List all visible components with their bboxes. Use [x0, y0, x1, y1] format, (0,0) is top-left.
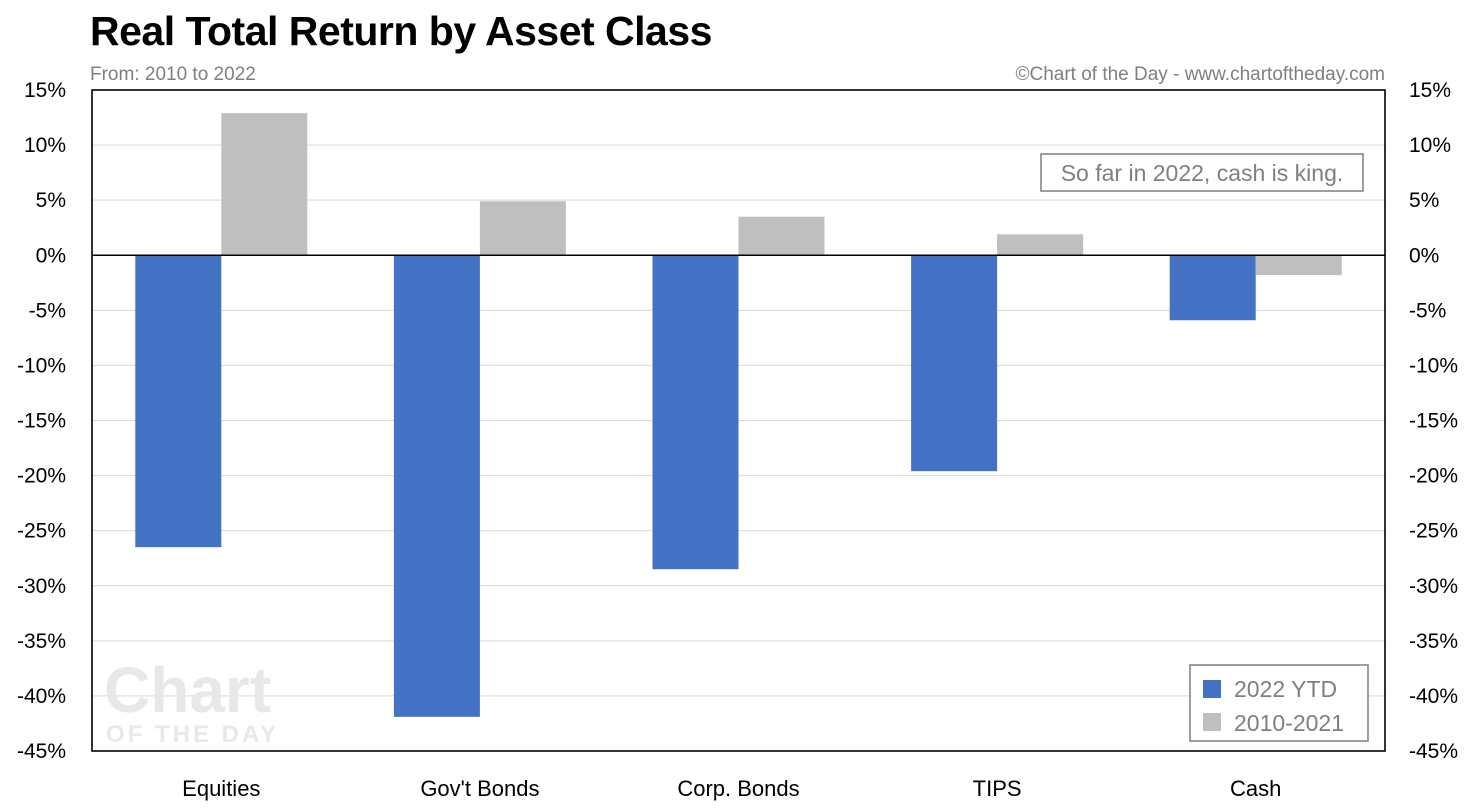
- bar-2010-2021: [738, 216, 825, 256]
- bar-2010-2021: [479, 201, 566, 256]
- bar-2022-ytd: [911, 255, 998, 472]
- bar-2010-2021: [997, 234, 1084, 256]
- y-axis-right: 15% 10% 5% 0% -5% -10% -15% -20% -25% -30% -35% -40…: [1409, 79, 1458, 763]
- watermark-line2: OF THE DAY: [106, 721, 279, 748]
- watermark-line1: Chart: [104, 654, 271, 726]
- bar-2010-2021: [221, 113, 308, 256]
- y-tick-label-right: -40%: [1409, 685, 1458, 708]
- plot-frame: [91, 89, 1386, 752]
- x-axis: Equities Gov't Bonds Corp. Bonds TIPS Cash: [182, 776, 1281, 801]
- chart-credit: ©Chart of the Day - www.chartoftheday.co…: [1015, 64, 1385, 85]
- chart-subtitle: From: 2010 to 2022: [90, 64, 256, 85]
- legend-swatch-2010-2021: [1203, 713, 1221, 731]
- y-tick-label-left: -30%: [17, 575, 66, 598]
- x-category-label: TIPS: [973, 776, 1022, 801]
- y-tick-label-left: 0%: [36, 244, 66, 267]
- y-tick-label-right: -20%: [1409, 465, 1458, 488]
- y-tick-label-right: 0%: [1409, 244, 1439, 267]
- y-tick-label-left: -35%: [17, 630, 66, 653]
- bar-2022-ytd: [135, 255, 222, 548]
- y-tick-label-right: -15%: [1409, 410, 1458, 433]
- y-tick-label-left: -20%: [17, 465, 66, 488]
- annotation-box: So far in 2022, cash is king.: [1040, 153, 1364, 192]
- legend-label-2010-2021: 2010-2021: [1234, 710, 1344, 736]
- y-tick-label-right: 15%: [1409, 79, 1451, 102]
- y-tick-label-right: -35%: [1409, 630, 1458, 653]
- y-tick-label-left: 15%: [24, 79, 66, 102]
- y-tick-label-right: -30%: [1409, 575, 1458, 598]
- bar-2010-2021: [1255, 255, 1342, 276]
- y-tick-label-left: -10%: [17, 354, 66, 377]
- bar-2022-ytd: [1169, 255, 1256, 321]
- bar-2022-ytd: [652, 255, 739, 570]
- y-tick-label-left: 5%: [36, 189, 66, 212]
- annotation-text: So far in 2022, cash is king.: [1061, 160, 1344, 186]
- y-tick-label-right: -25%: [1409, 520, 1458, 543]
- x-category-label: Gov't Bonds: [420, 776, 539, 801]
- y-tick-label-right: -10%: [1409, 354, 1458, 377]
- y-tick-label-left: 10%: [24, 134, 66, 157]
- chart-title: Real Total Return by Asset Class: [90, 8, 712, 54]
- bar-2022-ytd: [393, 255, 480, 717]
- x-category-label: Corp. Bonds: [677, 776, 799, 801]
- bars: [135, 113, 1342, 717]
- watermark-logo: Chart OF THE DAY: [104, 654, 279, 748]
- y-tick-label-left: -45%: [17, 740, 66, 763]
- y-tick-label-right: 5%: [1409, 189, 1439, 212]
- x-category-label: Cash: [1230, 776, 1281, 801]
- y-tick-label-right: -45%: [1409, 740, 1458, 763]
- y-tick-label-left: -15%: [17, 410, 66, 433]
- y-tick-label-left: -25%: [17, 520, 66, 543]
- legend: 2022 YTD 2010-2021: [1189, 664, 1369, 742]
- legend-label-2022-ytd: 2022 YTD: [1234, 676, 1337, 702]
- x-category-label: Equities: [182, 776, 260, 801]
- y-tick-label-left: -40%: [17, 685, 66, 708]
- y-tick-label-left: -5%: [29, 299, 66, 322]
- legend-swatch-2022-ytd: [1203, 680, 1221, 698]
- y-tick-label-right: -5%: [1409, 299, 1446, 322]
- y-tick-label-right: 10%: [1409, 134, 1451, 157]
- y-axis-left: 15% 10% 5% 0% -5% -10% -15% -20% -25% -30% -35% -40…: [17, 79, 66, 763]
